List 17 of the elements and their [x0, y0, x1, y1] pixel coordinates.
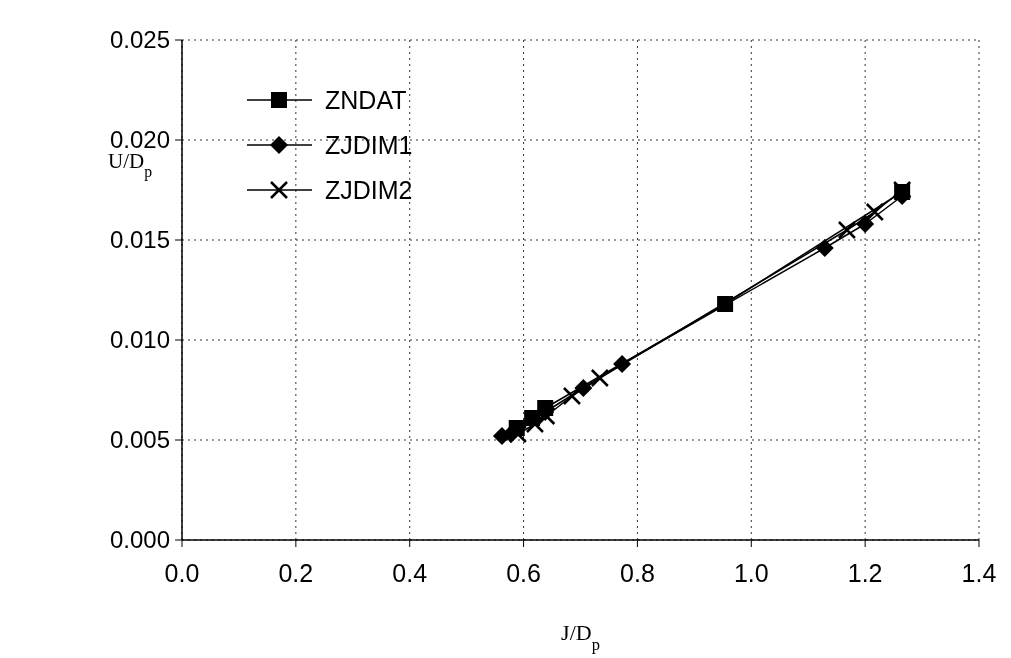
x-tick-label: 0.6	[506, 559, 541, 587]
y-tick-label: 0.015	[109, 226, 170, 254]
x-tick-label: 1.0	[733, 559, 769, 587]
legend-label: ZJDIM2	[325, 175, 413, 204]
y-tick-label: 0.025	[109, 26, 170, 54]
x-tick-label: 1.2	[847, 559, 883, 587]
y-tick-label: 0.000	[109, 526, 170, 554]
x-tick-label: 0.2	[278, 559, 314, 587]
x-tick-label: 0.4	[392, 559, 428, 587]
y-tick-label: 0.005	[109, 426, 170, 454]
x-tick-label: 0.8	[620, 559, 655, 587]
x-axis-title: J/D$_{p}$	[561, 620, 600, 654]
y-tick-label: 0.010	[109, 326, 170, 354]
x-tick-label: 0.0	[164, 559, 200, 587]
legend-label: ZJDIM1	[325, 130, 413, 159]
x-tick-label: 1.4	[961, 559, 997, 587]
legend-label: ZNDAT	[325, 85, 407, 114]
